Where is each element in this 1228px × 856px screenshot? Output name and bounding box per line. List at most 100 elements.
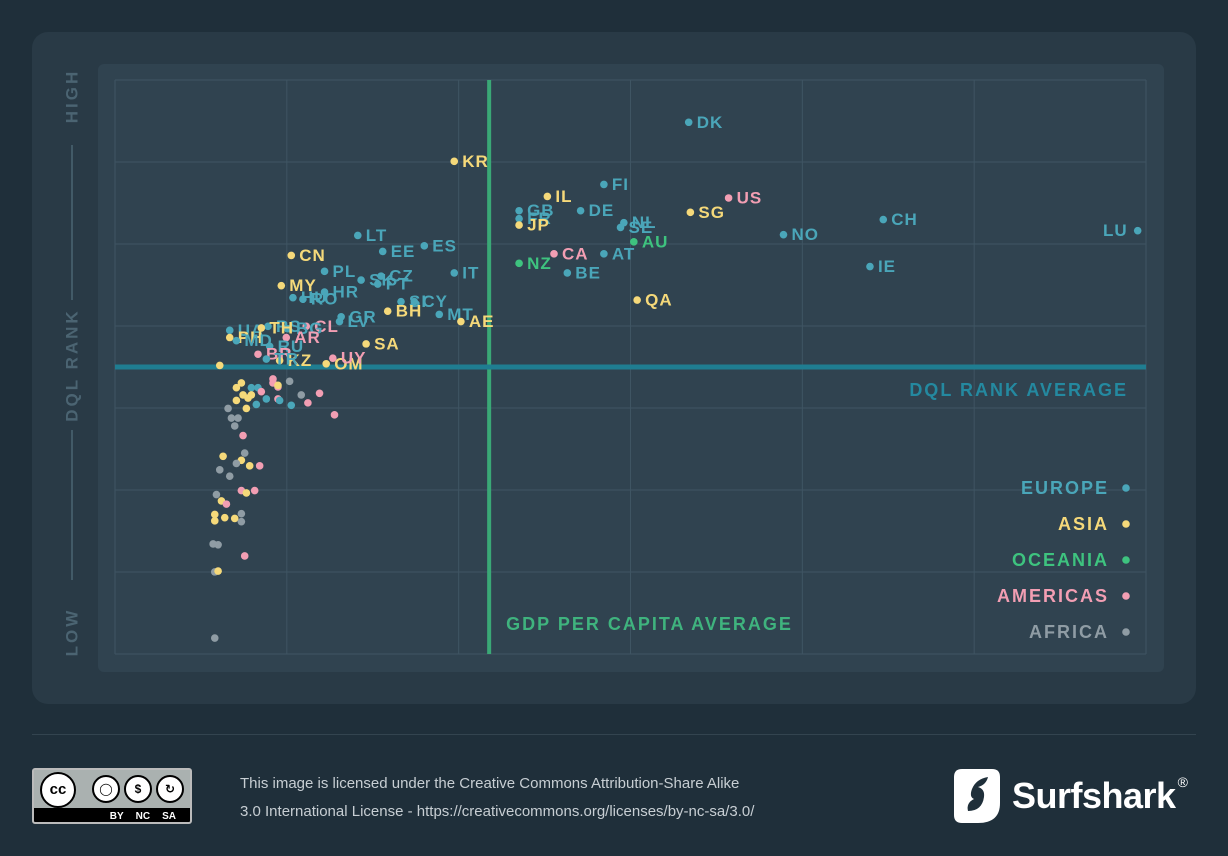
cc-by-icon: ◯ [92, 775, 120, 803]
data-point [274, 381, 282, 390]
data-point-us [724, 194, 733, 202]
brand-name: Surfshark [1012, 775, 1176, 816]
point-label-ph: PH [238, 328, 264, 347]
cc-icon: cc [40, 772, 76, 808]
point-label-ru: RU [278, 337, 305, 356]
legend-marker-asia [1122, 520, 1130, 528]
data-point-si [397, 297, 405, 306]
cc-badge-top: cc ◯ $ ↻ [34, 770, 190, 808]
point-label-my: MY [289, 276, 317, 295]
data-point [232, 383, 241, 392]
data-point [214, 567, 222, 575]
point-label-cz: CZ [389, 267, 414, 286]
data-point-it [450, 269, 459, 277]
point-label-qa: QA [645, 291, 673, 310]
point-label-lv: LV [347, 312, 369, 331]
cc-license-badge[interactable]: cc ◯ $ ↻ BY NC SA [32, 768, 192, 824]
data-point [285, 377, 294, 386]
data-point-pt [373, 280, 382, 288]
data-point-om [322, 360, 330, 368]
data-point [250, 486, 259, 495]
data-point [230, 422, 239, 430]
data-point [275, 396, 284, 405]
data-point [225, 472, 234, 481]
data-point-se [616, 223, 625, 232]
point-label-se: SE [629, 218, 654, 237]
y-axis: HIGH DQL RANK LOW [63, 69, 82, 657]
data-point-sg [686, 208, 695, 217]
data-point-cn [287, 251, 296, 260]
data-point-ru [265, 342, 274, 351]
point-label-cn: CN [299, 246, 326, 265]
data-point [232, 396, 241, 405]
data-point-kr [450, 157, 459, 166]
legend-label-europe: EUROPE [1021, 478, 1109, 498]
data-point-hu [289, 293, 297, 302]
brand-logo[interactable]: Surfshark ® [952, 764, 1196, 828]
point-label-ee: EE [391, 242, 416, 261]
data-point-sa [362, 340, 370, 348]
data-point [234, 414, 242, 422]
point-label-th: TH [269, 318, 294, 337]
data-point-bg [284, 324, 292, 333]
data-point [304, 399, 312, 407]
data-point [219, 452, 227, 461]
dql-average-label: DQL RANK AVERAGE [909, 380, 1128, 400]
point-label-lt: LT [366, 226, 388, 245]
scatter-chart: HIGH DQL RANK LOW GDP PER CAPITA AVERAGE DQ… [63, 69, 1147, 657]
data-point [210, 510, 219, 519]
point-label-bg: BG [296, 319, 324, 338]
data-point-es [420, 242, 429, 250]
data-point-ca [550, 249, 558, 258]
data-point-lu [1133, 226, 1142, 235]
point-label-cl: CL [314, 317, 339, 336]
data-point-ro [299, 295, 307, 304]
data-point [212, 490, 221, 499]
data-point [215, 466, 224, 474]
cc-tags: BY NC SA [34, 809, 190, 824]
legend-label-africa: AFRICA [1029, 622, 1109, 642]
data-point-dk [684, 118, 693, 127]
data-point [252, 400, 261, 409]
data-point [237, 379, 246, 387]
legend-marker-oceania [1122, 556, 1130, 564]
data-point-kz [275, 356, 284, 365]
data-point [287, 401, 296, 410]
data-point-gb [515, 206, 523, 215]
data-point-my [277, 281, 286, 290]
point-label-tr: TR [274, 350, 299, 369]
point-label-kr: KR [462, 152, 489, 171]
point-label-hr: HR [333, 283, 360, 302]
data-point-at [600, 249, 608, 258]
legend-label-asia: ASIA [1058, 514, 1109, 534]
data-point [210, 517, 219, 525]
data-point [220, 513, 229, 522]
data-point [240, 552, 249, 560]
point-label-hu: HU [301, 288, 328, 307]
legend-marker-americas [1122, 592, 1130, 600]
data-point [224, 404, 232, 413]
point-label-ie: IE [878, 257, 896, 276]
data-point [237, 517, 246, 526]
point-label-dk: DK [697, 113, 724, 132]
data-point-ph [225, 333, 234, 342]
gdp-average-label: GDP PER CAPITA AVERAGE [506, 614, 793, 634]
point-label-jp: JP [527, 216, 550, 235]
data-point [297, 391, 306, 399]
license-line-2[interactable]: 3.0 International License - https://crea… [240, 803, 755, 820]
point-label-ar: AR [294, 328, 321, 347]
data-point-mt [435, 310, 444, 319]
footer-divider [32, 734, 1196, 735]
data-point [227, 414, 236, 422]
average-lines: GDP PER CAPITA AVERAGE DQL RANK AVERAGE [115, 80, 1146, 654]
data-point [257, 387, 266, 396]
data-point [242, 489, 251, 497]
data-point [242, 404, 251, 413]
cc-tag-sa: SA [162, 811, 176, 822]
license-text: This image is licensed under the Creativ… [240, 770, 840, 826]
point-label-nz: NZ [527, 254, 552, 273]
data-point [230, 514, 239, 523]
data-point-bh [383, 307, 392, 315]
point-label-it: IT [462, 263, 479, 282]
